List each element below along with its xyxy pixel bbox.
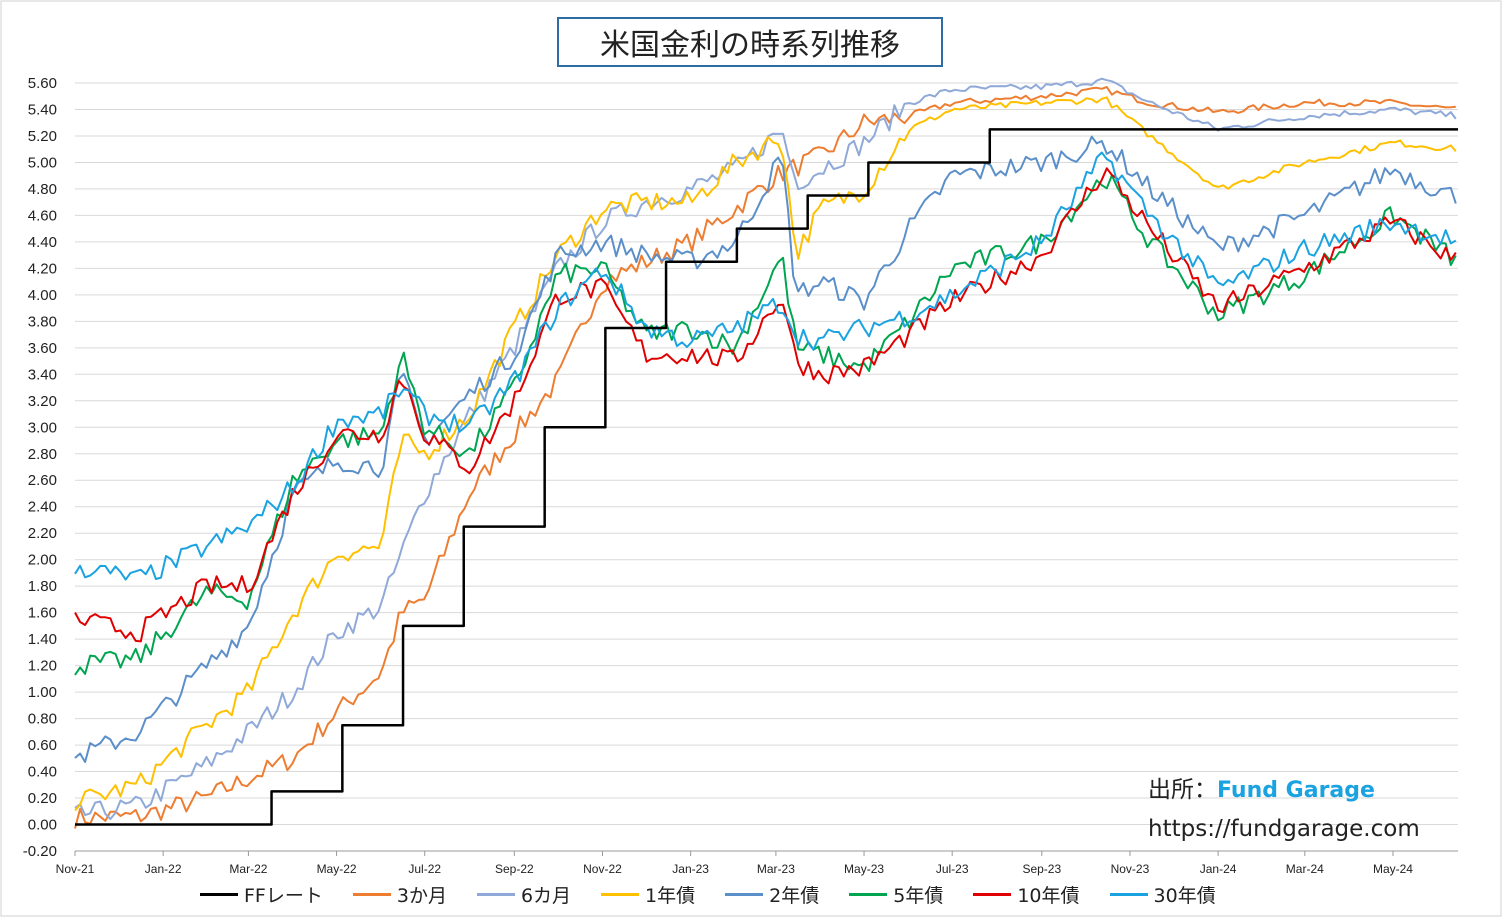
source-url: https://fundgarage.com <box>1148 816 1420 842</box>
x-tick-label: Nov-22 <box>583 862 622 876</box>
y-tick-label: 5.40 <box>28 101 57 118</box>
legend-swatch <box>200 892 238 896</box>
y-tick-label: 4.60 <box>28 207 57 224</box>
legend-label: 6カ月 <box>520 884 572 907</box>
y-tick-label: 1.40 <box>28 631 57 648</box>
legend-item: 2年債 <box>725 881 819 908</box>
legend-swatch <box>973 892 1012 896</box>
y-tick-label: 2.60 <box>28 472 57 489</box>
x-tick-label: Mar-23 <box>757 862 795 876</box>
y-tick-label: -0.20 <box>23 843 57 860</box>
y-tick-label: 5.00 <box>28 154 57 171</box>
x-tick-label: Sep-22 <box>495 862 534 876</box>
legend-label: 2年債 <box>769 884 820 907</box>
series-line-0 <box>75 128 1458 826</box>
y-tick-label: 5.60 <box>28 75 57 92</box>
series-line-2 <box>74 77 1457 820</box>
y-tick-label: 3.60 <box>28 340 57 357</box>
y-tick-label: 2.80 <box>28 446 57 463</box>
legend-label: 5年債 <box>893 884 944 907</box>
x-tick-label: Nov-23 <box>1111 862 1150 876</box>
legend-swatch <box>849 892 888 896</box>
y-tick-label: 1.80 <box>28 578 57 595</box>
y-tick-label: 4.20 <box>28 260 57 277</box>
y-tick-label: 4.00 <box>28 287 57 304</box>
x-axis: Nov-21 Jan-22 Mar-22 May-22 Jul-22 Sep-22 Nov-… <box>56 850 1458 876</box>
x-tick-label: Jan-23 <box>672 862 709 876</box>
legend-item: 10年債 <box>973 881 1080 908</box>
y-tick-label: 0.00 <box>28 817 57 834</box>
legend-swatch <box>601 892 640 896</box>
series-line-1 <box>74 86 1456 829</box>
y-tick-label: 0.60 <box>28 737 57 754</box>
legend-item: 30年債 <box>1109 881 1216 908</box>
y-tick-label: 4.80 <box>28 181 57 198</box>
y-tick-label: 3.00 <box>28 419 57 436</box>
series-line-7 <box>74 151 1457 581</box>
y-tick-label: 1.20 <box>28 658 57 675</box>
y-tick-label: 0.20 <box>28 790 57 807</box>
legend-item: 1年債 <box>601 881 695 908</box>
y-tick-label: 1.60 <box>28 605 57 622</box>
y-tick-label: 0.80 <box>28 711 57 728</box>
legend-swatch <box>476 892 515 896</box>
x-tick-label: Mar-22 <box>229 862 267 876</box>
source-label: 出所： <box>1148 777 1217 803</box>
y-tick-label: 5.20 <box>28 128 57 145</box>
legend-item: FFレート <box>200 881 323 908</box>
y-tick-label: 1.00 <box>28 684 57 701</box>
series-line-6 <box>74 167 1457 643</box>
x-tick-label: Jul-22 <box>408 862 441 876</box>
x-tick-label: Nov-21 <box>56 862 95 876</box>
legend: FFレート 3か月 6カ月 1年債 2年債 5年債 10年債 30年債 <box>200 880 1246 908</box>
y-tick-label: 0.40 <box>28 764 57 781</box>
chart-title: 米国金利の時系列推移 <box>557 17 943 67</box>
legend-label: 30年債 <box>1153 884 1216 907</box>
legend-swatch <box>352 892 391 896</box>
y-tick-label: 2.00 <box>28 552 57 569</box>
y-tick-label: 3.80 <box>28 313 57 330</box>
grid-lines <box>75 82 1458 852</box>
x-tick-label: May-24 <box>1373 862 1413 876</box>
y-tick-label: 4.40 <box>28 234 57 251</box>
series-lines <box>74 77 1458 829</box>
x-tick-label: Jan-24 <box>1200 862 1237 876</box>
y-tick-label: 2.40 <box>28 499 57 516</box>
legend-item: 6カ月 <box>476 881 572 908</box>
legend-item: 5年債 <box>849 881 943 908</box>
x-tick-label: May-22 <box>317 862 357 876</box>
x-tick-label: Jul-23 <box>936 862 969 876</box>
x-tick-label: Mar-24 <box>1286 862 1324 876</box>
y-tick-label: 2.20 <box>28 525 57 542</box>
x-tick-label: Sep-23 <box>1022 862 1061 876</box>
series-line-3 <box>74 96 1457 812</box>
legend-swatch <box>1109 892 1148 896</box>
legend-label: 10年債 <box>1017 884 1080 907</box>
x-tick-label: May-23 <box>844 862 884 876</box>
source-name: Fund Garage <box>1217 778 1375 803</box>
y-tick-label: 3.40 <box>28 366 57 383</box>
legend-label: FFレート <box>244 884 323 907</box>
source-note: 出所：Fund Garage <box>1148 770 1375 804</box>
legend-label: 1年債 <box>645 884 696 907</box>
legend-item: 3か月 <box>352 881 447 908</box>
x-tick-label: Jan-22 <box>145 862 182 876</box>
legend-swatch <box>725 892 764 896</box>
y-tick-label: 3.20 <box>28 393 57 410</box>
legend-label: 3か月 <box>396 884 447 907</box>
y-axis: 5.60 5.40 5.20 5.00 4.80 4.60 4.40 4.20 4.00 3.80… <box>23 75 57 860</box>
